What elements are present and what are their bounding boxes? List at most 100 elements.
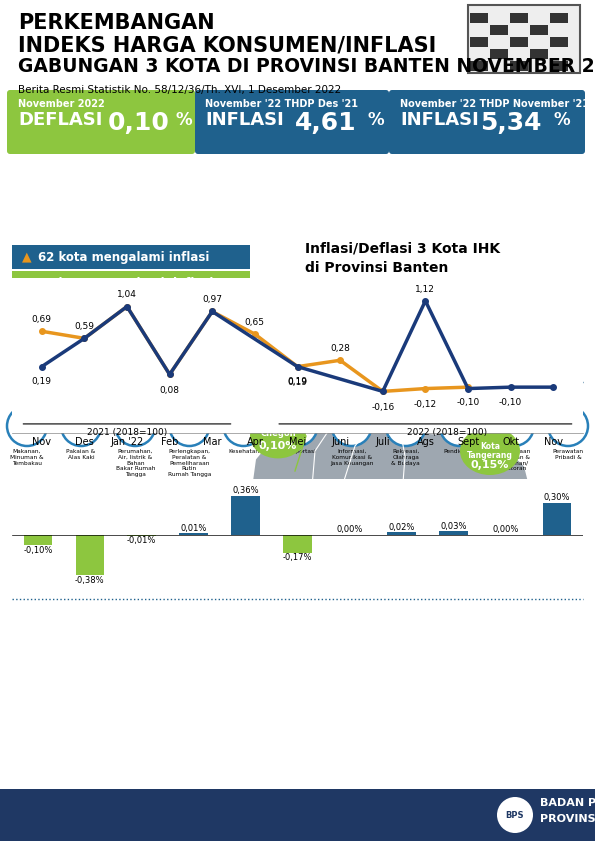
Circle shape [7, 406, 47, 446]
Text: -0,10: -0,10 [456, 399, 480, 407]
Text: PROVINSI BANTEN: PROVINSI BANTEN [540, 814, 595, 824]
Text: Inflasi Menurut Kelompok Pengeluaran: Inflasi Menurut Kelompok Pengeluaran [130, 386, 464, 401]
Circle shape [223, 406, 264, 446]
Text: 28 kota mengalami deflasi: 28 kota mengalami deflasi [38, 277, 214, 289]
Text: 0,15%: 0,15% [471, 460, 509, 470]
Bar [543, 503, 571, 535]
FancyBboxPatch shape [389, 90, 585, 154]
Text: ☺: ☺ [562, 421, 574, 431]
Text: BPS: BPS [506, 811, 524, 819]
Text: 4,61: 4,61 [295, 111, 356, 135]
Circle shape [497, 797, 533, 833]
Ellipse shape [325, 348, 385, 394]
FancyBboxPatch shape [470, 13, 488, 23]
Bar [179, 533, 208, 535]
Text: 1,12: 1,12 [415, 285, 436, 294]
Text: ☺: ☺ [76, 421, 87, 431]
Text: ☺: ☺ [292, 421, 303, 431]
FancyBboxPatch shape [530, 25, 548, 35]
FancyBboxPatch shape [12, 271, 250, 295]
Circle shape [170, 406, 209, 446]
Text: 5,34: 5,34 [480, 111, 541, 135]
Bar [439, 532, 468, 535]
Text: Kota: Kota [480, 442, 500, 451]
Text: Perawatan
Pribadi &: Perawatan Pribadi & [553, 449, 584, 460]
Text: ☺: ☺ [237, 421, 249, 431]
Text: -0,10: -0,10 [499, 399, 522, 407]
Text: 0,00%: 0,00% [336, 525, 362, 534]
Text: Transportasi: Transportasi [280, 449, 315, 454]
Text: 28 Kota mengalami deflasi.: 28 Kota mengalami deflasi. [14, 324, 148, 334]
Text: ▲: ▲ [22, 251, 32, 263]
Text: -0,10%: -0,10% [23, 546, 52, 555]
FancyBboxPatch shape [530, 49, 548, 59]
Text: Tangerang: Tangerang [467, 451, 513, 459]
Bar [231, 496, 260, 535]
Text: 0,19: 0,19 [287, 378, 308, 387]
Text: November '22 THDP Des '21: November '22 THDP Des '21 [205, 99, 358, 109]
Bar [76, 535, 104, 575]
FancyBboxPatch shape [510, 13, 528, 23]
Text: Inflasi: Inflasi [437, 303, 470, 313]
Text: %: % [368, 111, 384, 129]
Text: Cilegon: Cilegon [260, 429, 296, 437]
Text: ☺: ☺ [400, 421, 412, 431]
Text: ☺: ☺ [508, 421, 519, 431]
FancyBboxPatch shape [550, 61, 568, 71]
Text: sebesar 0,01 persen dengan IHK 113,92.: sebesar 0,01 persen dengan IHK 113,92. [14, 373, 214, 383]
Text: November '22 THDP November '21: November '22 THDP November '21 [400, 99, 589, 109]
Text: DEFLASI: DEFLASI [18, 111, 102, 129]
FancyBboxPatch shape [510, 61, 528, 71]
Text: ☺: ☺ [346, 421, 358, 431]
FancyBboxPatch shape [7, 90, 195, 154]
Text: 0,02%: 0,02% [388, 522, 415, 532]
Text: November 2022: November 2022 [18, 99, 105, 109]
Text: Pakaian &
Alas Kaki: Pakaian & Alas Kaki [67, 449, 96, 460]
Text: Makanan,
Minuman &
Tembakau: Makanan, Minuman & Tembakau [10, 449, 44, 466]
FancyBboxPatch shape [550, 37, 568, 47]
Text: 0,01%: 0,01% [180, 524, 207, 532]
FancyBboxPatch shape [550, 13, 568, 23]
Circle shape [548, 406, 588, 446]
Bar [387, 532, 416, 535]
Text: %: % [554, 111, 571, 129]
Text: GABUNGAN 3 KOTA DI PROVINSI BANTEN NOVEMBER 2022: GABUNGAN 3 KOTA DI PROVINSI BANTEN NOVEM… [18, 57, 595, 76]
Text: 0,19: 0,19 [32, 378, 52, 386]
Circle shape [494, 406, 534, 446]
Text: -0,12: -0,12 [414, 399, 437, 409]
Text: 0,03%: 0,03% [440, 521, 466, 531]
Text: Perlengkapan,
Peralatan &
Pemeliharaan
Rutin
Rumah Tangga: Perlengkapan, Peralatan & Pemeliharaan R… [168, 449, 211, 477]
Circle shape [277, 406, 318, 446]
Text: 0,97: 0,97 [202, 295, 223, 304]
Text: Perumahan,
Air, listrik &
Bahan
Bakar Rumah
Tangga: Perumahan, Air, listrik & Bahan Bakar Ru… [115, 449, 155, 477]
Text: Deflasi: Deflasi [500, 303, 538, 313]
FancyBboxPatch shape [510, 37, 528, 47]
Text: 0,10: 0,10 [108, 111, 170, 135]
Text: -0,16: -0,16 [371, 403, 394, 412]
FancyBboxPatch shape [490, 25, 508, 35]
Text: Inflasi/Deflasi 3 Kota IHK
di Provinsi Banten
November 2022: Inflasi/Deflasi 3 Kota IHK di Provinsi B… [305, 241, 500, 294]
Ellipse shape [250, 414, 306, 458]
Text: ☺: ☺ [129, 421, 141, 431]
Text: BADAN PUSAT STATISTIK: BADAN PUSAT STATISTIK [540, 798, 595, 808]
Text: Kesehatan: Kesehatan [228, 449, 259, 454]
Text: Kota Serang: Kota Serang [328, 363, 381, 373]
Circle shape [386, 406, 425, 446]
Text: sedangkan deflasi terendah di Bungo: sedangkan deflasi terendah di Bungo [14, 411, 196, 421]
Text: Pendidikan: Pendidikan [444, 449, 476, 454]
Circle shape [61, 406, 101, 446]
Text: INDEKS HARGA KONSUMEN/INFLASI: INDEKS HARGA KONSUMEN/INFLASI [18, 35, 436, 55]
Bar [127, 535, 156, 536]
Text: Deflasi tertinggi terjadi di Tanjung Pandan: Deflasi tertinggi terjadi di Tanjung Pan… [14, 389, 220, 399]
Text: 0,59: 0,59 [74, 322, 95, 331]
Circle shape [331, 406, 372, 446]
Text: sedangkan inflasi terendah di Bandar Lampung: sedangkan inflasi terendah di Bandar Lam… [14, 362, 246, 372]
Text: -0,01%: -0,01% [127, 537, 156, 546]
Text: sebesar 0,02 persen dengan IHK 113,42.: sebesar 0,02 persen dengan IHK 113,42. [14, 422, 214, 432]
Text: 2022 (2018=100): 2022 (2018=100) [406, 428, 487, 437]
FancyBboxPatch shape [468, 5, 580, 73]
Text: 62 kota mengalami inflasi: 62 kota mengalami inflasi [38, 251, 209, 263]
Circle shape [115, 406, 155, 446]
Polygon shape [252, 409, 530, 541]
Text: Inflasi tertinggi terjadi di Ambon: Inflasi tertinggi terjadi di Ambon [14, 340, 172, 350]
